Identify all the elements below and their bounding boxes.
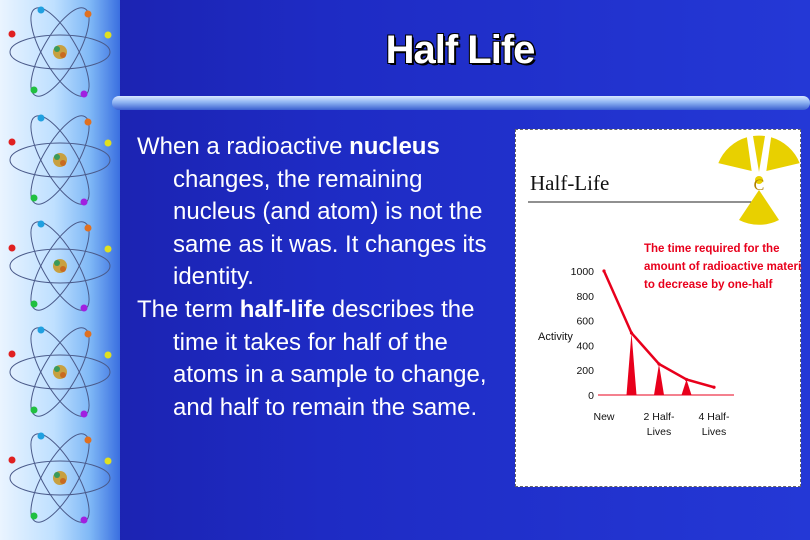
y-tick-label: 0 xyxy=(588,390,594,402)
y-tick-label: 200 xyxy=(576,365,594,377)
x-tick-label: 2 Half- xyxy=(644,411,675,423)
annotation-line: to decrease by one-half xyxy=(644,279,773,291)
chart-title: Half-Life xyxy=(530,171,609,195)
chart-annotation: The time required for the amount of radi… xyxy=(644,243,802,291)
data-point xyxy=(629,331,634,335)
data-point xyxy=(684,377,689,382)
data-point xyxy=(712,385,716,389)
x-tick-label: Lives xyxy=(702,426,727,438)
atom-icon xyxy=(8,220,112,312)
atom-icon xyxy=(8,6,112,98)
radiation-hazard-icon: C xyxy=(718,135,800,225)
annotation-line: amount of radioactive material xyxy=(644,261,802,273)
x-tick-label: 4 Half- xyxy=(699,411,730,423)
y-tick-label: 1000 xyxy=(571,266,595,278)
data-point xyxy=(602,269,606,273)
data-point xyxy=(657,362,661,366)
half-life-spike xyxy=(681,379,692,395)
y-axis-label: Activity xyxy=(538,331,573,343)
title-divider xyxy=(112,96,810,110)
text-run: The term xyxy=(137,295,240,323)
svg-text:C: C xyxy=(754,177,765,194)
atom-icon xyxy=(8,432,112,524)
half-life-spike xyxy=(626,333,637,395)
text-run: changes, the remaining nucleus (and atom… xyxy=(173,165,487,291)
chart-canvas: Half-Life C The time required for the am… xyxy=(528,135,802,438)
y-tick-label: 800 xyxy=(576,291,594,303)
atom-icon xyxy=(8,114,112,206)
x-tick-label: New xyxy=(593,411,614,423)
half-life-spike xyxy=(654,364,664,395)
body-text: When a radioactive nucleus changes, the … xyxy=(137,131,507,424)
paragraph-half-life: The term half-life describes the time it… xyxy=(137,294,507,424)
text-run: When a radioactive xyxy=(137,133,350,160)
y-tick-label: 400 xyxy=(576,340,594,352)
slide-title: Half Life xyxy=(385,28,536,72)
half-life-chart: Half-Life C The time required for the am… xyxy=(515,129,802,487)
text-run-bold: half-life xyxy=(239,295,326,323)
annotation-line: The time required for the xyxy=(644,243,779,255)
paragraph-definition: When a radioactive nucleus changes, the … xyxy=(137,131,507,294)
x-tick-label: Lives xyxy=(647,426,672,438)
text-run: describes the time it takes for half of … xyxy=(173,295,487,421)
atom-sidebar xyxy=(0,0,120,540)
y-tick-label: 600 xyxy=(576,316,594,328)
text-run-bold: nucleus xyxy=(349,133,440,160)
plot-area: 1000 800 600 400 200 0 New 2 Half- Lives 4 Half- L… xyxy=(571,266,734,438)
atom-icon xyxy=(8,326,112,418)
